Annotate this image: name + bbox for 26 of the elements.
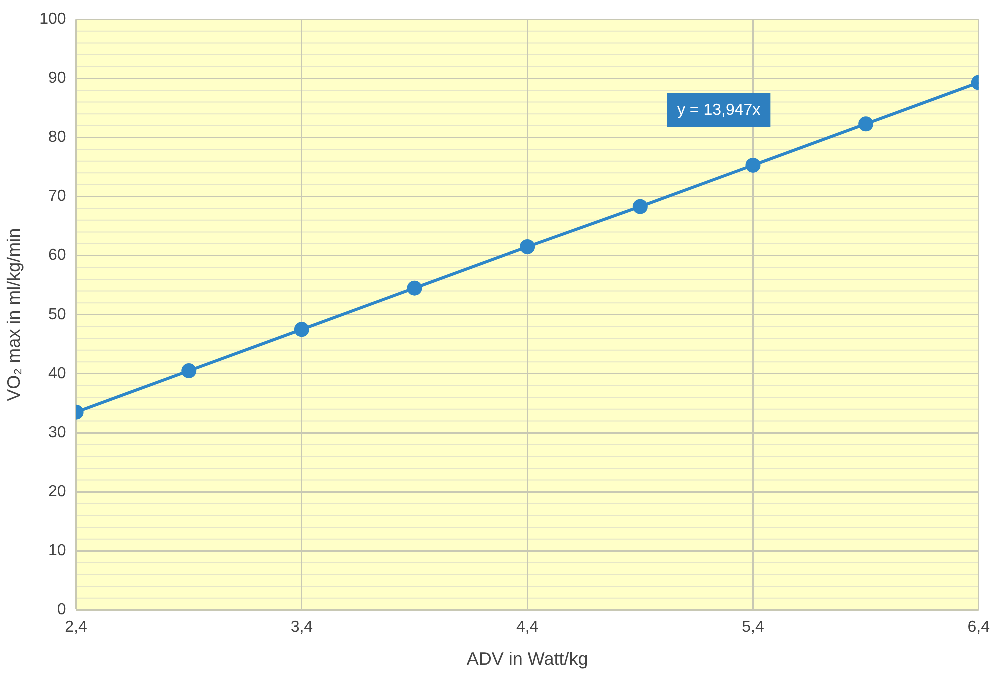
x-tick-label: 2,4 — [65, 619, 88, 636]
y-tick-label: 90 — [48, 70, 66, 88]
y-tick-label: 0 — [57, 602, 66, 619]
point — [746, 158, 761, 173]
y-tick-label: 80 — [48, 129, 66, 146]
y-tick-label: 60 — [48, 247, 66, 264]
point — [858, 116, 874, 132]
x-tick-label: 6,4 — [968, 619, 990, 636]
point — [632, 199, 648, 214]
point — [520, 239, 536, 254]
x-tick-label: 3,4 — [290, 619, 314, 636]
x-tick-label: 4,4 — [516, 619, 539, 636]
y-axis-title: VO₂ max in ml/kg/min — [4, 228, 24, 402]
annotation: y = 13,947x — [677, 102, 761, 119]
y-tick-label: 10 — [48, 542, 66, 560]
y-tick-label: 70 — [48, 188, 66, 206]
y-tick-label: 30 — [48, 424, 66, 442]
y-tick-label: 100 — [40, 11, 66, 28]
point — [407, 280, 422, 296]
point — [294, 322, 310, 338]
x-axis-title: ADV in Watt/kg — [466, 649, 588, 670]
x-tick-label: 5,4 — [742, 619, 764, 636]
y-tick-label: 50 — [48, 306, 66, 324]
y-tick-label: 40 — [48, 365, 66, 382]
y-tick-label: 20 — [48, 483, 66, 500]
point — [182, 364, 197, 379]
